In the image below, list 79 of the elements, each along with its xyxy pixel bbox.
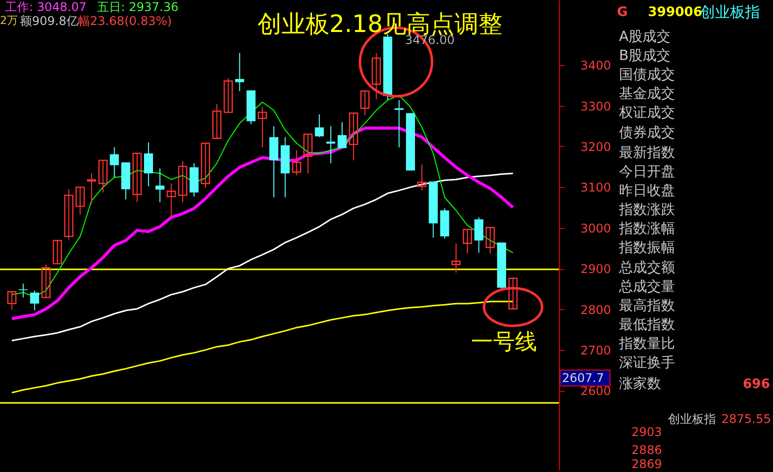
line-series: [11, 300, 514, 394]
y-tick-label: 3000: [580, 221, 612, 236]
candlestick: [98, 160, 108, 193]
annotation: 工作: 3048.07: [5, 0, 86, 14]
candlestick: [155, 168, 164, 203]
text: 2875.55: [721, 412, 771, 426]
text: G: [617, 5, 628, 20]
annotation: 2万: [0, 14, 18, 27]
text: 深证换手: [619, 355, 675, 371]
text: 最高指数: [619, 298, 675, 314]
text: 总成交量: [618, 279, 675, 295]
candlestick: [348, 112, 358, 161]
candlestick: [486, 226, 495, 254]
candlestick: [7, 291, 16, 310]
candlestick: [41, 264, 51, 298]
text: 国债成交: [619, 67, 675, 83]
text: 今日开盘: [619, 164, 675, 180]
candlestick: [269, 126, 278, 198]
candlestick: [451, 242, 461, 274]
candlestick: [360, 90, 370, 116]
text: 涨家数: [619, 376, 661, 392]
candlestick: [303, 134, 313, 174]
text: 总成交额: [618, 260, 675, 276]
candlestick: [200, 142, 210, 188]
candlestick: [394, 100, 404, 148]
text: 指数涨跌: [618, 202, 675, 218]
candlestick: [212, 104, 222, 139]
text: 2869: [631, 457, 662, 471]
candlestick: [132, 152, 142, 203]
annotation: 幅23.68(0.83%): [78, 14, 172, 28]
text: 指数振幅: [618, 240, 675, 256]
text: 696: [742, 377, 770, 392]
text: 指数涨幅: [618, 221, 675, 237]
annotation: 一号线: [471, 330, 537, 355]
candlestick: [144, 142, 154, 187]
text: 创业板指: [668, 412, 716, 426]
annotation: 额909.8亿: [20, 14, 78, 28]
y-tick-label: 2900: [580, 262, 612, 276]
text: 最低指数: [619, 317, 675, 333]
candlestick: [326, 126, 336, 164]
candlestick: [417, 164, 426, 191]
candlestick: [292, 150, 302, 176]
candlestick: [166, 183, 176, 217]
text: 399006: [648, 5, 702, 20]
candlestick: [314, 114, 324, 138]
y-tick-label: 3200: [580, 140, 612, 154]
candlestick: [258, 106, 268, 148]
text: A股成交: [619, 29, 671, 45]
text: 指数量比: [618, 336, 675, 352]
candlestick: [235, 52, 244, 92]
candlestick: [64, 188, 74, 240]
candlestick: [178, 160, 188, 203]
text: 昨日收盘: [619, 183, 675, 199]
text: 最新指数: [619, 145, 675, 161]
candlestick: [462, 228, 472, 254]
y-tick-label: 3300: [580, 99, 612, 114]
y-tick-label: 3100: [580, 180, 612, 195]
candlestick: [52, 240, 62, 264]
y-tick-label: 2700: [580, 343, 612, 358]
candlestick: [474, 216, 484, 254]
text: 债券成交: [619, 125, 675, 141]
text: 2886: [631, 443, 662, 457]
candlestick: [338, 122, 347, 149]
candlestick: [86, 172, 96, 204]
candlestick: [110, 146, 119, 178]
text: 权证成交: [618, 105, 675, 121]
candlestick: [76, 186, 85, 215]
text: 基金成交: [619, 86, 675, 102]
candlestick: [224, 78, 233, 113]
line-series: [10, 126, 514, 320]
text: 2903: [631, 425, 662, 439]
y-tick-label: 2600: [580, 384, 612, 398]
text: 创业板指: [700, 3, 760, 21]
y-tick-label: 3400: [580, 58, 612, 73]
annotation: 五日: 2937.36: [97, 0, 178, 14]
candlestick: [30, 290, 40, 311]
text: B股成交: [619, 48, 671, 64]
y-tick-label: 2800: [580, 302, 612, 317]
text: 2607.7: [562, 371, 604, 385]
